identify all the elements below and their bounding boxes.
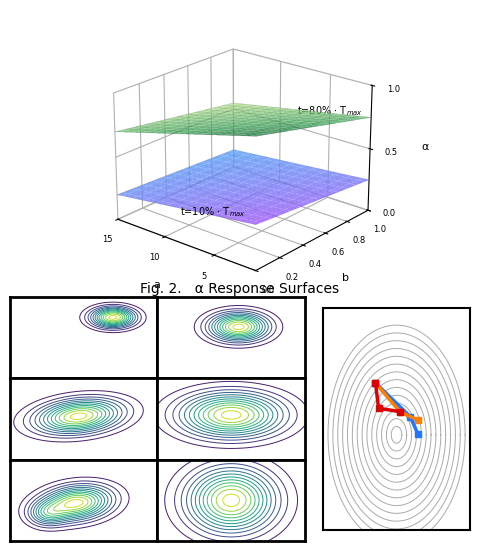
Text: Fig. 2.   α Response Surfaces: Fig. 2. α Response Surfaces — [141, 282, 339, 295]
X-axis label: a: a — [154, 280, 161, 290]
Y-axis label: b: b — [342, 273, 349, 283]
